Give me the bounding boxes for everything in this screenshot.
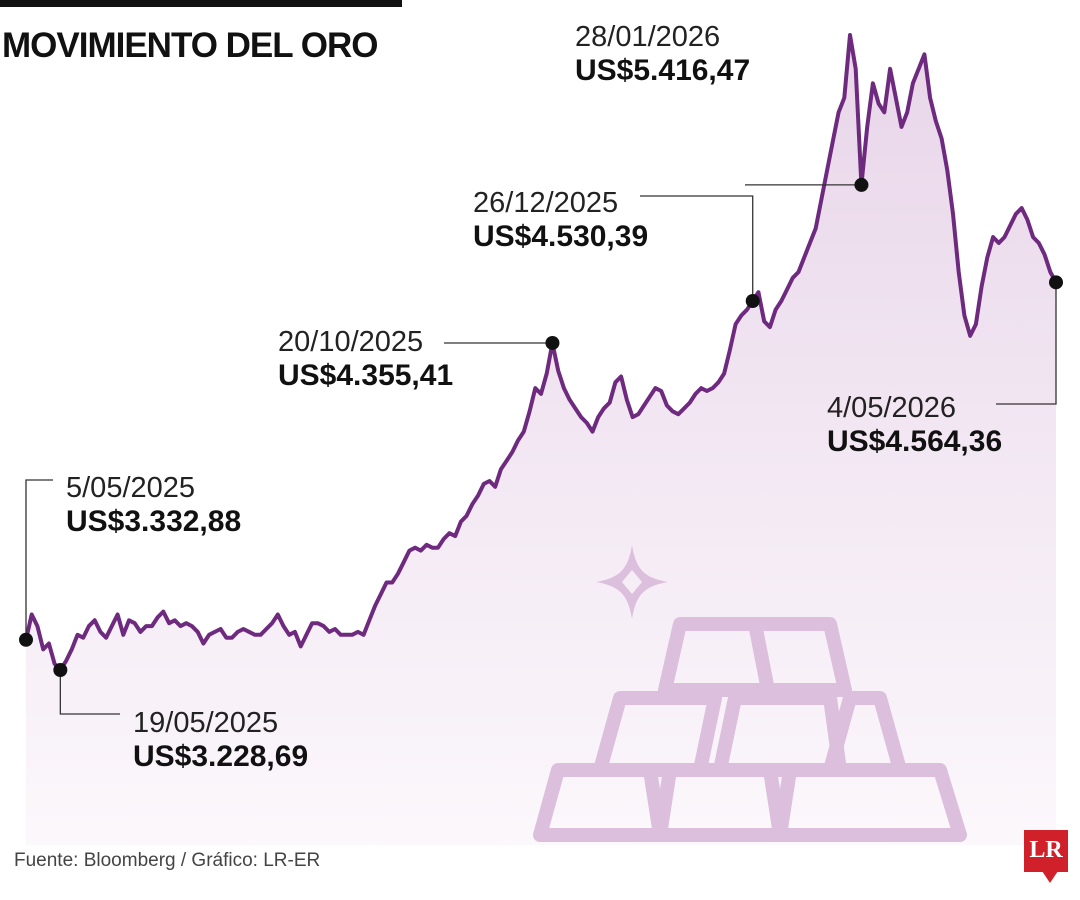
annotation-value: US$3.228,69 <box>133 740 308 773</box>
source-note: Fuente: Bloomberg / Gráfico: LR-ER <box>14 850 321 871</box>
annotation-marker <box>19 632 33 647</box>
annotation-value: US$4.530,39 <box>473 220 648 253</box>
annotation-value: US$4.355,41 <box>278 359 453 392</box>
annotation-marker <box>53 663 68 677</box>
annotation-date: 19/05/2025 <box>133 707 278 739</box>
annotation-marker <box>545 335 560 350</box>
lr-logo: LR <box>1024 830 1068 872</box>
gold-bars-icon <box>533 617 967 842</box>
annotation-date: 26/12/2025 <box>473 187 618 219</box>
annotation-value: US$3.332,88 <box>66 505 241 538</box>
annotation-marker <box>1049 275 1063 290</box>
logo-text: LR <box>1029 837 1063 863</box>
annotation-leader <box>996 282 1057 405</box>
annotation-leader <box>25 479 53 640</box>
sparkle-icon <box>596 545 668 619</box>
annotation-value: US$4.564,36 <box>827 425 1002 458</box>
top-rule <box>0 0 402 7</box>
series-area <box>26 35 1056 845</box>
annotation-date: 28/01/2026 <box>575 21 720 53</box>
chart-title: MOVIMIENTO DEL ORO <box>2 26 378 65</box>
logo-tail <box>1042 871 1058 883</box>
annotation-date: 5/05/2025 <box>66 472 195 504</box>
annotation-marker <box>854 177 869 192</box>
area-layer <box>26 35 1056 845</box>
annotation-leader <box>640 195 754 302</box>
annotation-value: US$5.416,47 <box>575 54 750 87</box>
annotation-date: 20/10/2025 <box>278 326 423 358</box>
annotation-date: 4/05/2026 <box>827 392 956 424</box>
annotation-marker <box>745 294 760 309</box>
series-line <box>24 33 1058 672</box>
annotation-leader <box>59 670 120 715</box>
